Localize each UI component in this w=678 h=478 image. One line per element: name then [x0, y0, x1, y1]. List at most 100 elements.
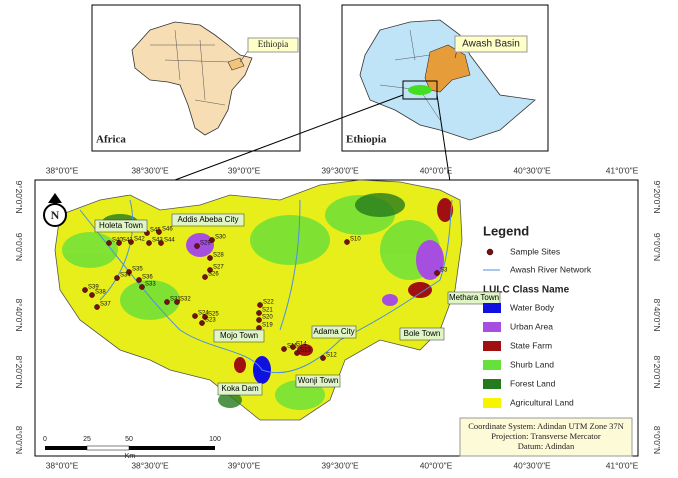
legend-label: Agricultural Land: [510, 397, 574, 407]
site-label: S25: [208, 312, 219, 318]
sample-site: [136, 277, 142, 283]
callout-box: [247, 37, 299, 53]
town-box: [213, 329, 265, 343]
site-label: S23: [205, 318, 216, 324]
latitude-label: 8°0'0"N: [652, 426, 662, 454]
site-label: S14: [296, 342, 307, 348]
latitude-label: 9°0'0"N: [652, 233, 662, 261]
site-label: S38: [95, 290, 106, 296]
latitude-label: 9°20'0"N: [652, 180, 662, 213]
legend-label: Water Body: [510, 302, 555, 312]
town-label: Koka Dam: [221, 384, 259, 393]
ethiopia-small: [227, 57, 245, 71]
scale-label: 100: [209, 436, 221, 443]
scale-label: 0: [43, 436, 47, 443]
town-label: Mojo Town: [220, 331, 258, 340]
sample-site: [106, 240, 112, 246]
sample-site: [202, 274, 208, 280]
legend-swatch: [483, 303, 501, 313]
sample-site: [256, 317, 262, 323]
site-label: S33: [145, 282, 156, 288]
sample-site: [128, 239, 134, 245]
longitude-label: 40°0'0"E: [420, 460, 453, 470]
town-box: [311, 325, 357, 339]
longitude-label: 39°0'0"E: [228, 165, 261, 175]
site-label: S39: [88, 285, 99, 291]
country-borders: [150, 29, 231, 106]
inset-title: Ethiopia: [346, 134, 387, 146]
info-line: Projection: Transverse Mercator: [491, 431, 601, 441]
sample-site: [209, 237, 215, 243]
latitude-label: 8°0'0"N: [14, 426, 24, 454]
latitude-label: 8°20'0"N: [14, 355, 24, 388]
longitude-label: 41°0'0"E: [606, 165, 639, 175]
sample-site: [192, 313, 198, 319]
site-label: S37: [100, 302, 111, 308]
site-label: S10: [350, 237, 361, 243]
town-box: [295, 374, 341, 388]
sample-site: [194, 243, 200, 249]
legend-subtitle: LULC Class Name: [483, 285, 570, 296]
site-label: S46: [162, 227, 173, 233]
pointer-arrow: [131, 94, 404, 197]
longitude-label: 40°30'0"E: [513, 460, 551, 470]
callout-label: Ethiopia: [258, 39, 289, 49]
scale-bar: [45, 445, 215, 451]
africa-shape: [131, 21, 253, 136]
awash-basin-shape: [424, 44, 471, 93]
legend-label: Sample Sites: [510, 246, 560, 256]
town-label: Wonji Town: [298, 376, 339, 385]
town-box: [399, 327, 445, 341]
town-box: [94, 219, 148, 233]
sample-site: [257, 302, 263, 308]
urban-patches: [186, 233, 444, 306]
sample-site: [164, 299, 170, 305]
site-label: S36: [142, 275, 153, 281]
sample-site: [174, 299, 180, 305]
longitude-label: 39°30'0"E: [321, 460, 359, 470]
site-label: S20: [262, 315, 273, 321]
site-label: S43: [152, 238, 163, 244]
site-label: S21: [262, 308, 273, 314]
longitude-label: 38°30'0"E: [131, 165, 169, 175]
sample-site: [82, 287, 88, 293]
site-label: S45: [150, 228, 161, 234]
sample-site: [344, 239, 350, 245]
town-label: Addis Abeba City: [178, 215, 239, 224]
site-label: S28: [213, 253, 224, 259]
town-label: Methara Town: [449, 293, 499, 302]
longitude-label: 40°0'0"E: [420, 165, 453, 175]
site-label: S22: [263, 300, 274, 306]
legend-swatch: [483, 398, 501, 408]
sample-site: [281, 346, 287, 352]
site-label: S41: [122, 238, 133, 244]
study-area: [408, 85, 432, 95]
legend-site-symbol: [486, 248, 494, 256]
legend-swatch: [483, 360, 501, 370]
legend-swatch: [483, 379, 501, 389]
sample-site: [156, 229, 162, 235]
longitude-label: 40°30'0"E: [513, 165, 551, 175]
latitude-label: 8°20'0"N: [652, 355, 662, 388]
legend-swatch: [483, 341, 501, 351]
town-label: Holeta Town: [99, 221, 143, 230]
site-label: S35: [132, 267, 143, 273]
site-label: S19: [262, 323, 273, 329]
sample-site: [320, 355, 326, 361]
longitude-label: 41°0'0"E: [606, 460, 639, 470]
sample-site: [202, 314, 208, 320]
site-label: S13: [300, 348, 311, 354]
town-box: [171, 213, 245, 227]
sample-site: [294, 350, 300, 356]
sample-site: [126, 269, 132, 275]
callout-box: [454, 35, 528, 53]
site-label: S42: [134, 237, 145, 243]
site-label: S32: [180, 297, 191, 303]
site-label: S30: [215, 235, 226, 241]
farm-patches: [234, 198, 453, 373]
sample-site: [434, 270, 440, 276]
latitude-label: 9°20'0"N: [14, 180, 24, 213]
site-label: S34: [120, 273, 131, 279]
scale-label: 50: [125, 436, 133, 443]
longitude-label: 39°0'0"E: [228, 460, 261, 470]
